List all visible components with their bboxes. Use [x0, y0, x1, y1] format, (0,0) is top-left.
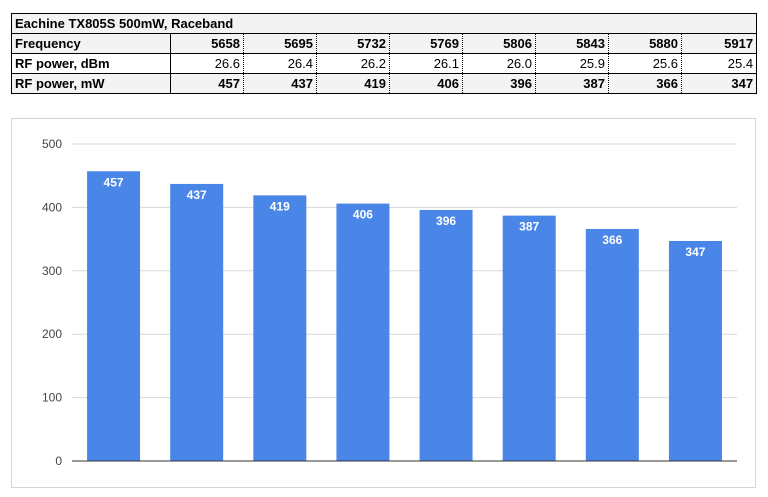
table-cell: 25.9: [535, 53, 609, 74]
y-tick-label: 100: [42, 391, 62, 405]
bar: [419, 209, 473, 461]
table-cell: 26.6: [170, 53, 244, 74]
table-cell: 26.0: [462, 53, 536, 74]
table-row: RF power, mW 457 437 419 406 396 387 366…: [11, 73, 758, 94]
table-cell: 26.1: [389, 53, 463, 74]
table-cell: 5769: [389, 33, 463, 54]
y-tick-label: 300: [42, 264, 62, 278]
table-cell: 457: [170, 73, 244, 94]
table-row: Frequency 5658 5695 5732 5769 5806 5843 …: [11, 33, 758, 54]
row-label-mw: RF power, mW: [11, 73, 171, 94]
table-cell: 5843: [535, 33, 609, 54]
table-cell: 5917: [680, 33, 758, 54]
table-cell: 437: [243, 73, 317, 94]
table-cell: 387: [535, 73, 609, 94]
bar: [502, 215, 556, 461]
table-cell: 5880: [608, 33, 682, 54]
table-cell: 347: [680, 73, 758, 94]
table-cell: 5658: [170, 33, 244, 54]
table-cell: 5695: [243, 33, 317, 54]
table-row: RF power, dBm 26.6 26.4 26.2 26.1 26.0 2…: [11, 53, 758, 74]
y-tick-label: 500: [42, 137, 62, 151]
bar-chart: 0 100 200 300 400 500 457 437 419 406 396 387 366 347: [42, 137, 737, 468]
bar-data-label: 437: [187, 188, 207, 202]
table-cell: 25.4: [680, 53, 758, 74]
bar-data-label: 419: [270, 199, 290, 213]
bar-data-label: 366: [602, 233, 622, 247]
bar: [336, 203, 390, 461]
table-cell: 366: [608, 73, 682, 94]
table-cell: 5806: [462, 33, 536, 54]
table-cell: 25.6: [608, 53, 682, 74]
bar: [170, 183, 224, 461]
row-label-frequency: Frequency: [11, 33, 171, 54]
table-cell: 26.2: [316, 53, 390, 74]
bar: [668, 241, 722, 461]
bar-data-label: 406: [353, 208, 373, 222]
y-tick-label: 200: [42, 327, 62, 341]
table-cell: 26.4: [243, 53, 317, 74]
bar: [253, 195, 307, 461]
bar-data-label: 387: [519, 220, 539, 234]
bar-data-label: 396: [436, 214, 456, 228]
y-tick-label: 0: [55, 454, 62, 468]
bar: [87, 171, 141, 461]
rf-power-table: Eachine TX805S 500mW, Raceband Frequency…: [10, 13, 758, 94]
table-cell: 419: [316, 73, 390, 94]
bar-chart-panel: 0 100 200 300 400 500 457 437 419 406 396 387 366 347: [11, 118, 756, 488]
y-tick-label: 400: [42, 200, 62, 214]
table-cell: 5732: [316, 33, 390, 54]
row-label-dbm: RF power, dBm: [11, 53, 171, 74]
table-cell: 396: [462, 73, 536, 94]
bar: [585, 228, 639, 461]
bar-data-label: 457: [104, 175, 124, 189]
bar-data-label: 347: [685, 245, 705, 259]
table-cell: 406: [389, 73, 463, 94]
table-title: Eachine TX805S 500mW, Raceband: [10, 13, 758, 34]
